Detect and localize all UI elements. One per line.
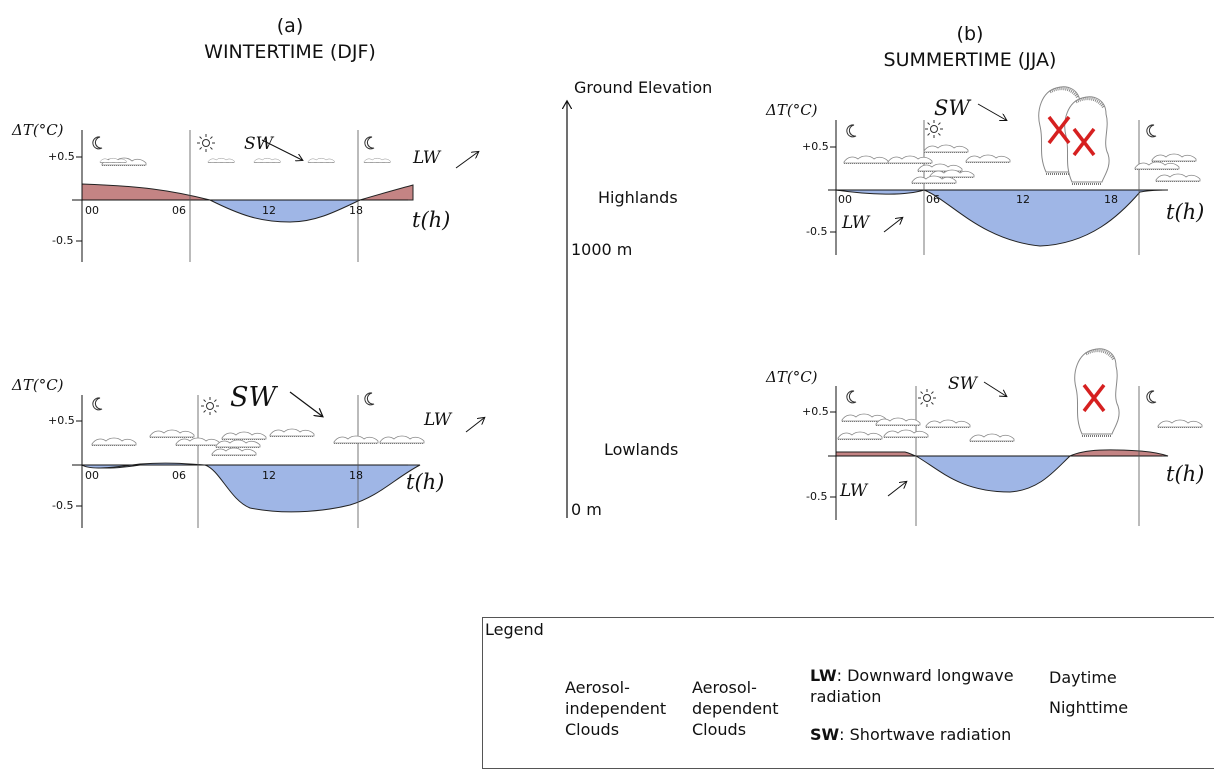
cooling-area (836, 190, 1168, 246)
y-tick-minus: -0.5 (52, 499, 73, 512)
cooling-area (82, 463, 205, 468)
cooling-area (205, 465, 420, 512)
legend-sw: SW: Shortwave radiation (810, 724, 1011, 745)
y-tick-plus: +0.5 (48, 150, 75, 163)
x-axis-label: t(h) (1166, 200, 1204, 224)
elevation-0m: 0 m (571, 500, 602, 519)
legend-title: Legend (485, 619, 544, 640)
chart-a-lowlands (72, 392, 484, 528)
legend-aerosol-independent: Aerosol- independent Clouds (565, 677, 666, 740)
x-tick: 00 (85, 204, 99, 217)
sw-label: SW (948, 374, 977, 394)
y-tick-minus: -0.5 (52, 234, 73, 247)
x-tick: 18 (349, 204, 363, 217)
x-tick: 00 (838, 193, 852, 206)
lw-label: LW (842, 213, 869, 233)
sw-label: SW (230, 382, 276, 413)
lw-label: LW (413, 148, 440, 168)
y-axis-label: ΔT(°C) (766, 368, 818, 386)
legend: Legend Aerosol- independent Clouds Aeros… (482, 617, 1214, 769)
x-axis-label: t(h) (412, 208, 450, 232)
highlands-label: Highlands (598, 188, 678, 207)
warming-area (1070, 450, 1168, 456)
warming-area (360, 185, 413, 200)
y-axis-label: ΔT(°C) (12, 121, 64, 139)
cooling-area (916, 456, 1070, 492)
y-axis-label: ΔT(°C) (766, 101, 818, 119)
x-axis-label: t(h) (406, 470, 444, 494)
sw-label: SW (934, 96, 970, 120)
warming-area (836, 452, 916, 456)
lw-label: LW (424, 410, 451, 430)
lw-label: LW (840, 481, 867, 501)
legend-daytime: Daytime (1049, 667, 1117, 688)
y-tick-minus: -0.5 (806, 490, 827, 503)
sw-label: SW (244, 134, 273, 154)
x-tick: 12 (262, 204, 276, 217)
chart-b-lowlands (828, 349, 1202, 526)
x-axis-label: t(h) (1166, 462, 1204, 486)
legend-nighttime: Nighttime (1049, 697, 1128, 718)
x-tick: 06 (926, 193, 940, 206)
x-tick: 00 (85, 469, 99, 482)
x-tick: 12 (262, 469, 276, 482)
legend-aerosol-dependent: Aerosol- dependent Clouds (692, 677, 779, 740)
lowlands-label: Lowlands (604, 440, 678, 459)
chart-b-highlands (828, 87, 1200, 255)
x-tick: 06 (172, 204, 186, 217)
y-tick-plus: +0.5 (48, 414, 75, 427)
x-tick: 12 (1016, 193, 1030, 206)
x-tick: 06 (172, 469, 186, 482)
elevation-label: Ground Elevation (574, 78, 712, 97)
y-axis-label: ΔT(°C) (12, 376, 64, 394)
y-tick-plus: +0.5 (802, 140, 829, 153)
legend-lw: LW: Downward longwave radiation (810, 665, 1014, 707)
warming-area (82, 184, 210, 200)
x-tick: 18 (349, 469, 363, 482)
y-tick-plus: +0.5 (802, 405, 829, 418)
elevation-1000m: 1000 m (571, 240, 632, 259)
y-tick-minus: -0.5 (806, 225, 827, 238)
cooling-area (210, 200, 360, 222)
x-tick: 18 (1104, 193, 1118, 206)
